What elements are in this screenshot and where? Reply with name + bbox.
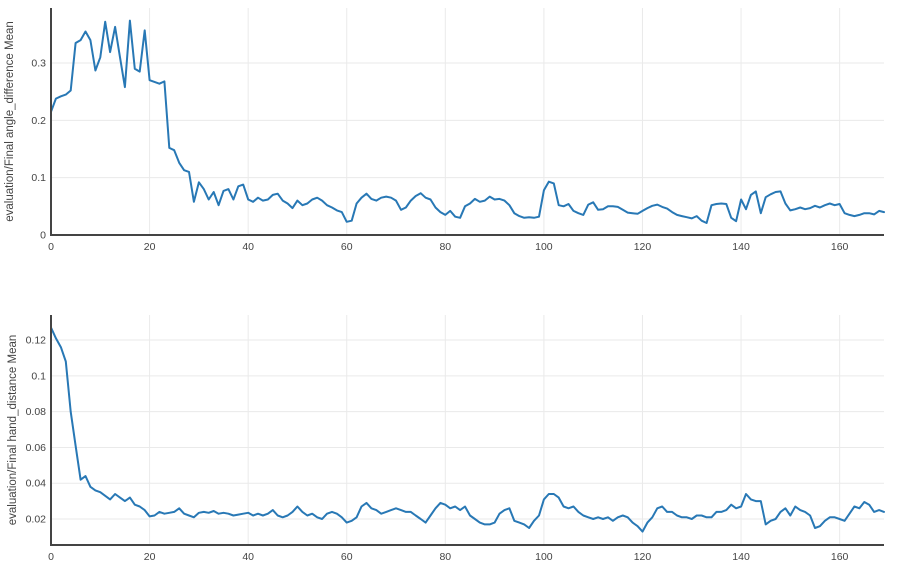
y-axis-title: evaluation/Final hand_distance Mean	[7, 335, 19, 526]
x-tick-label: 160	[831, 551, 849, 563]
x-tick-label: 60	[341, 551, 353, 563]
x-tick-label: 40	[242, 551, 254, 563]
x-tick-label: 140	[732, 551, 750, 563]
x-tick-label: 100	[535, 551, 553, 563]
x-tick-label: 80	[439, 241, 451, 253]
y-tick-label: 0.12	[26, 335, 47, 347]
chart-angle-difference-mean[interactable]: 0 20 40 60 80 100 120 140 160 0 0.1 0.2 0.3 evaluatio…	[4, 8, 885, 253]
x-tick-label: 0	[48, 551, 54, 563]
x-tick-label: 20	[144, 241, 156, 253]
y-tick-label: 0.1	[31, 172, 46, 184]
series-line[interactable]	[50, 19, 885, 224]
x-tick-label: 20	[144, 551, 156, 563]
x-tick-label: 40	[242, 241, 254, 253]
y-axis-title: evaluation/Final angle_difference Mean	[4, 21, 16, 222]
y-tick-label: 0.02	[26, 514, 47, 526]
x-tick-label: 80	[439, 551, 451, 563]
y-tick-label: 0	[40, 230, 46, 242]
y-tick-label: 0.04	[26, 478, 47, 490]
x-tick-label: 120	[634, 241, 652, 253]
x-tick-label: 0	[48, 241, 54, 253]
x-tick-label: 160	[831, 241, 849, 253]
series-line[interactable]	[50, 326, 885, 533]
y-tick-label: 0.08	[26, 406, 47, 418]
y-tick-label: 0.1	[31, 370, 46, 382]
chart-hand-distance-mean[interactable]: 0 20 40 60 80 100 120 140 160 0.02 0.04 0.06 0.08 0.1…	[7, 315, 885, 563]
y-tick-label: 0.2	[31, 115, 46, 127]
y-tick-label: 0.3	[31, 58, 46, 70]
x-tick-label: 60	[341, 241, 353, 253]
y-tick-label: 0.06	[26, 442, 47, 454]
x-tick-label: 100	[535, 241, 553, 253]
x-tick-label: 140	[732, 241, 750, 253]
x-tick-label: 120	[634, 551, 652, 563]
